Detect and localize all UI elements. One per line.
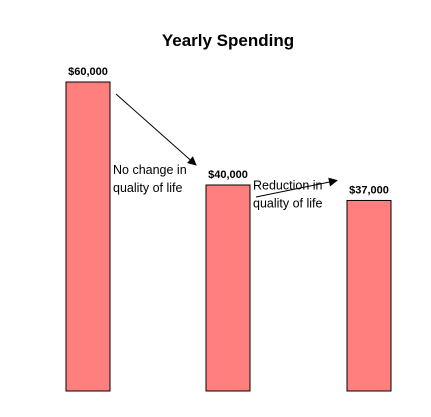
annotations-layer: No change in quality of life Reduction in q…	[113, 93, 338, 210]
bar-2	[205, 184, 251, 392]
chart-title: Yearly Spending	[162, 31, 294, 50]
annotation-2-line-1: Reduction in	[253, 178, 323, 192]
bar-1	[65, 81, 111, 392]
bar-3	[346, 199, 392, 392]
annotation-arrow-2	[255, 177, 338, 198]
data-label-2: $40,000	[208, 169, 248, 181]
bars-layer	[65, 81, 392, 392]
annotation-2-line-2: quality of life	[253, 196, 323, 210]
data-labels-layer: $60,000 $40,000 $37,000	[68, 66, 389, 196]
annotation-arrow-1	[115, 93, 197, 166]
data-label-1: $60,000	[68, 66, 108, 78]
data-label-3: $37,000	[349, 184, 389, 196]
annotation-1-line-1: No change in	[113, 163, 187, 177]
annotation-1-line-2: quality of life	[113, 181, 183, 195]
